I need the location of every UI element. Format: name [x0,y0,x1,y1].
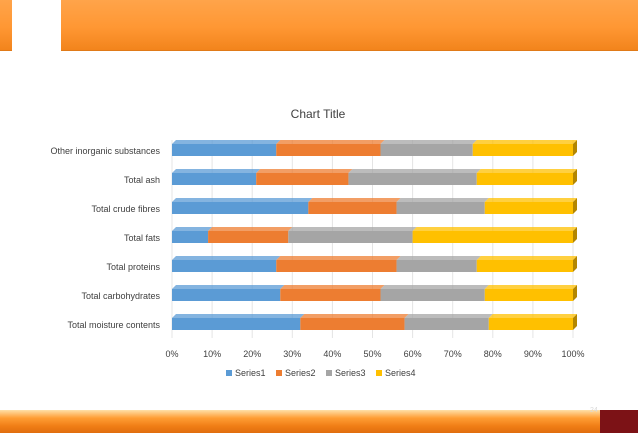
bar-segment-top [404,314,493,318]
bar-segment-top [172,140,281,144]
bar-segment [172,231,209,243]
footer-bar [0,410,600,433]
bar-segment-top [488,314,577,318]
bar-segment [476,260,573,272]
x-tick-label: 20% [243,349,261,359]
bar-segment [208,231,289,243]
bar-segment [172,144,277,156]
bar-segment [380,289,485,301]
category-label: Total proteins [106,262,160,272]
legend-label: Series2 [285,368,316,378]
bar-segment [300,318,405,330]
bar-segment-top [172,198,313,202]
bar-segment-top [484,198,577,202]
bar-segment-top [276,256,401,260]
bar-segment-top [380,140,477,144]
category-label: Total carbohydrates [81,291,160,301]
bar-segment [172,289,281,301]
bar-segment [396,260,477,272]
legend-label: Series3 [335,368,366,378]
bar-segment-side [573,227,577,243]
bar-segment-side [573,285,577,301]
bar-segment-top [172,285,285,289]
bar-segment [380,144,473,156]
bar-segment-side [573,314,577,330]
category-label: Total crude fibres [91,204,160,214]
bar-segment-top [256,169,353,173]
bar-segment-top [172,227,213,231]
bar-segment-top [476,256,577,260]
x-tick-label: 50% [363,349,381,359]
bar-segment-side [573,169,577,185]
legend-label: Series1 [235,368,266,378]
bar-segment-side [573,198,577,214]
bar-segment [276,260,397,272]
bar-segment-top [276,140,385,144]
legend-swatch [276,370,282,376]
bar-segment-top [472,140,577,144]
x-tick-label: 10% [203,349,221,359]
legend-swatch [376,370,382,376]
bar-segment [472,144,573,156]
bar-segment [172,260,277,272]
bar-segment-top [396,256,481,260]
legend-swatch [226,370,232,376]
bar-segment [412,231,573,243]
header-banner-left [0,0,12,51]
header-banner [61,0,638,51]
legend-swatch [326,370,332,376]
category-label: Total fats [124,233,161,243]
bar-segment [476,173,573,185]
bar-segment-top [208,227,293,231]
bar-segment [396,202,485,214]
legend-label: Series4 [385,368,416,378]
bar-segment [484,202,573,214]
bar-segment-side [573,140,577,156]
x-tick-label: 90% [524,349,542,359]
x-tick-label: 40% [323,349,341,359]
bar-segment [172,318,301,330]
bar-segment [404,318,489,330]
x-tick-label: 70% [444,349,462,359]
bar-segment [280,289,381,301]
bar-segment-top [172,256,281,260]
bar-segment-top [484,285,577,289]
bar-segment-side [573,256,577,272]
category-label: Other inorganic substances [50,146,160,156]
x-tick-label: 0% [165,349,178,359]
x-tick-label: 60% [404,349,422,359]
bar-segment [348,173,477,185]
bar-segment [172,202,309,214]
bar-segment-top [348,169,481,173]
bar-segment-top [172,169,261,173]
page-number: 24 [590,407,598,414]
bar-segment [172,173,257,185]
bar-segment-top [380,285,489,289]
bar-segment [288,231,413,243]
footer-accent-block [600,410,638,433]
bar-segment-top [308,198,401,202]
bar-segment-top [300,314,409,318]
bar-segment-top [396,198,489,202]
bar-segment-top [412,227,577,231]
chart-title: Chart Title [291,107,346,121]
bar-segment-top [172,314,305,318]
bar-segment-top [288,227,417,231]
x-tick-label: 80% [484,349,502,359]
category-label: Total moisture contents [67,320,160,330]
category-label: Total ash [124,175,160,185]
bar-segment [256,173,349,185]
bar-segment-top [280,285,385,289]
bar-segment [308,202,397,214]
x-tick-label: 30% [283,349,301,359]
bar-segment-top [476,169,577,173]
bar-segment [484,289,573,301]
bar-segment [276,144,381,156]
x-tick-label: 100% [561,349,584,359]
bar-segment [488,318,573,330]
